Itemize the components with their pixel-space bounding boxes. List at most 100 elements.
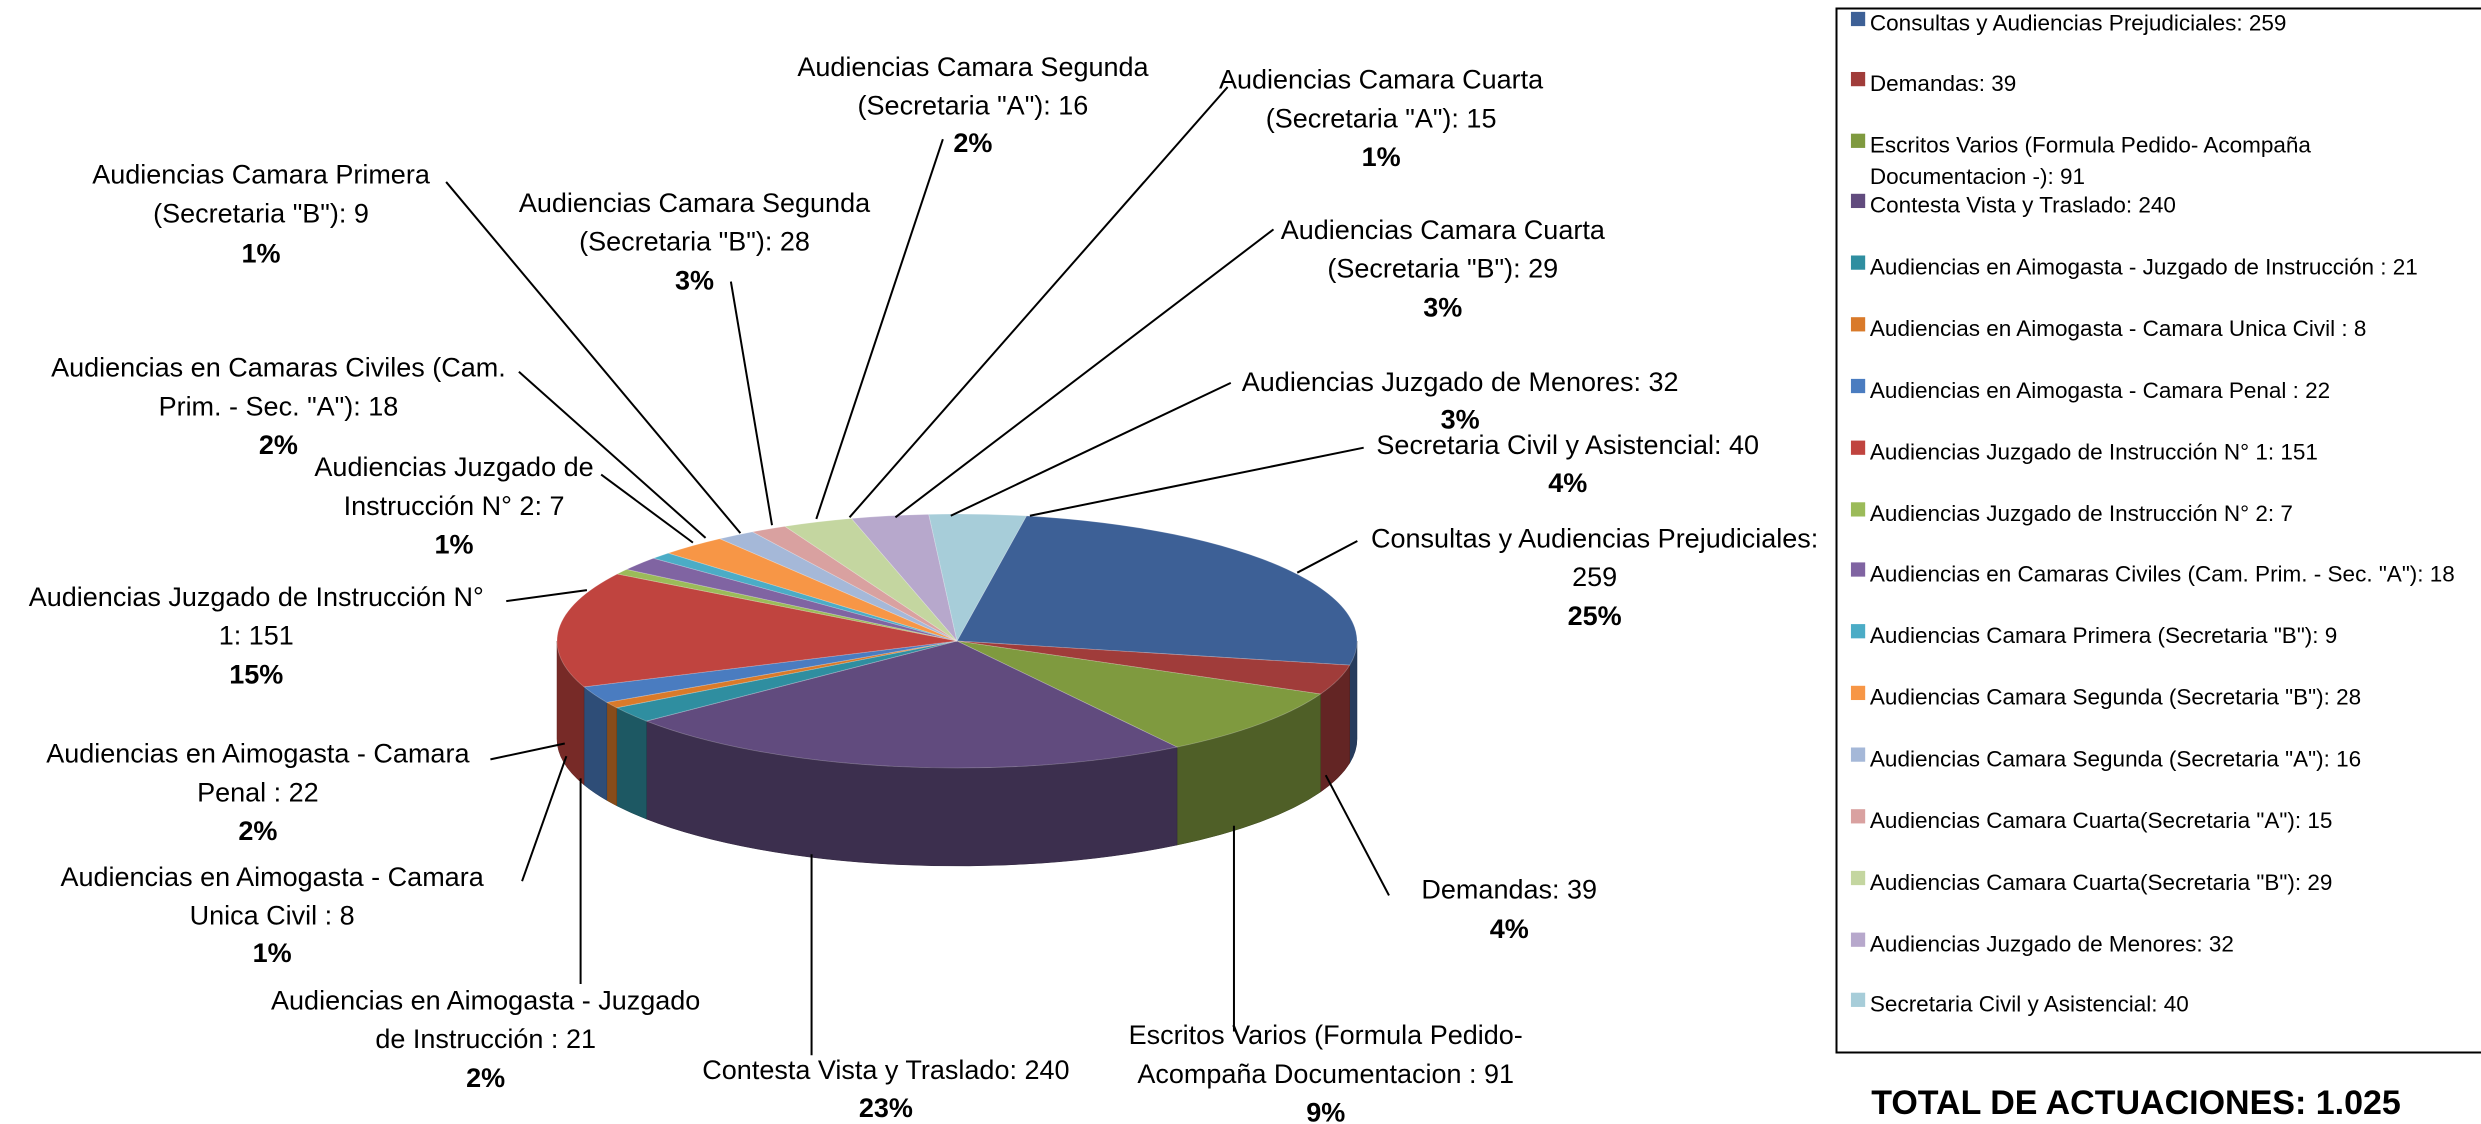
legend-swatch <box>1850 870 1866 886</box>
percent-label: 3% <box>1423 292 1462 322</box>
leader-line <box>521 755 568 882</box>
percent-label: 4% <box>1548 468 1587 498</box>
slice-label: Audiencias Camara Primera <box>92 160 431 190</box>
slice-label: Prim. - Sec. "A"): 18 <box>159 391 399 421</box>
slice-label: Audiencias Camara Cuarta <box>1281 215 1606 245</box>
slice <box>956 515 1358 666</box>
percent-label: 1% <box>253 938 292 968</box>
slice-label: Audiencias en Aimogasta - Camara <box>46 739 470 769</box>
slice <box>615 640 958 722</box>
slice-label: Consultas y Audiencias Prejudiciales: <box>1371 523 1818 553</box>
legend-label: Audiencias en Aimogasta - Camara Unica C… <box>1870 316 2366 341</box>
slice-label: Audiencias en Camaras Civiles (Cam. <box>51 353 506 383</box>
leader-line <box>1324 774 1390 896</box>
slice-label: Acompaña Documentacion : 91 <box>1137 1059 1514 1089</box>
slice-label: (Secretaria "A"): 15 <box>1266 103 1497 133</box>
percent-label: 3% <box>1441 405 1480 435</box>
leader-line <box>1029 446 1364 517</box>
legend-swatch <box>1850 440 1866 455</box>
slice-label: Audiencias Camara Segunda <box>797 52 1149 82</box>
slice-label: Instrucción N° 2: 7 <box>344 491 565 521</box>
percent-label: 23% <box>859 1093 913 1123</box>
slice-side <box>606 701 617 807</box>
slice <box>956 640 1351 695</box>
percent-label: 9% <box>1306 1098 1345 1124</box>
slice-labels: Consultas y Audiencias Prejudiciales: 259… <box>29 52 1819 1124</box>
slice <box>956 640 1322 748</box>
legend-label: Audiencias Camara Segunda (Secretaria "B… <box>1870 685 2361 710</box>
legend-label: Contesta Vista y Traslado: 240 <box>1870 193 2176 218</box>
leader-line <box>506 589 588 603</box>
slice <box>751 525 958 642</box>
legend-swatch <box>1850 809 1866 824</box>
slice <box>645 640 1179 769</box>
leader-line <box>1296 540 1358 574</box>
slice-label: (Secretaria "B"): 29 <box>1327 254 1558 284</box>
leader-line <box>950 381 1232 517</box>
slice-label: Demandas: 39 <box>1421 875 1597 905</box>
percent-label: 15% <box>229 659 283 689</box>
legend-label: Audiencias en Aimogasta - Camara Penal :… <box>1870 378 2330 403</box>
legend-swatch <box>1850 562 1866 577</box>
slice-label: Audiencias Juzgado de <box>314 452 593 482</box>
percent-label: 25% <box>1568 601 1622 631</box>
slice-label: Secretaria Civil y Asistencial: 40 <box>1376 430 1759 460</box>
slice <box>666 538 958 642</box>
slice-label: Penal : 22 <box>197 777 319 807</box>
legend-swatch <box>1850 502 1866 517</box>
legend-box <box>1835 7 2481 1054</box>
leader-line <box>445 181 742 534</box>
leader-line <box>894 228 1275 519</box>
slice-label: Audiencias en Aimogasta - Camara <box>60 862 484 892</box>
slice <box>583 640 958 703</box>
leader-line <box>729 281 774 526</box>
legend-label: Audiencias en Camaras Civiles (Cam. Prim… <box>1870 561 2455 586</box>
slice <box>625 557 958 642</box>
slice <box>718 531 958 642</box>
slice <box>605 640 958 709</box>
percent-label: 4% <box>1490 914 1529 944</box>
slice <box>783 518 958 642</box>
legend-swatch <box>1850 747 1866 762</box>
legend-swatch <box>1850 685 1866 701</box>
legend-label: Documentacion -): 91 <box>1870 164 2085 189</box>
legend-label: Audiencias Juzgado de Instrucción N° 2: … <box>1870 501 2293 526</box>
slice-label: Escritos Varios (Formula Pedido- <box>1129 1020 1523 1050</box>
slice <box>850 513 958 642</box>
legend-label: Audiencias Camara Primera (Secretaria "B… <box>1870 623 2337 648</box>
slice-label: (Secretaria "B"): 28 <box>579 227 810 257</box>
legend-label: Audiencias Camara Segunda (Secretaria "A… <box>1870 746 2361 771</box>
slice-label: 1: 151 <box>219 621 294 651</box>
slice-label: Audiencias en Aimogasta - Juzgado <box>271 985 700 1015</box>
legend-label: Audiencias Juzgado de Menores: 32 <box>1870 931 2234 956</box>
legend-swatch <box>1850 378 1866 394</box>
slice-label: Audiencias Juzgado de Menores: 32 <box>1242 367 1679 397</box>
slice-label: de Instrucción : 21 <box>375 1024 596 1054</box>
percent-label: 2% <box>238 816 277 846</box>
legend-label: Audiencias Camara Cuarta(Secretaria "A")… <box>1870 808 2332 833</box>
percent-label: 3% <box>675 266 714 296</box>
legend-swatch <box>1850 317 1866 332</box>
slice-label: Audiencias Juzgado de Instrucción N° <box>29 582 484 612</box>
slice-label: (Secretaria "A"): 16 <box>858 91 1089 121</box>
legend-swatch <box>1850 992 1866 1007</box>
slice-label: (Secretaria "B"): 9 <box>153 198 369 228</box>
legend-label: Escritos Varios (Formula Pedido- Acompañ… <box>1870 133 2311 158</box>
slice <box>652 552 958 642</box>
legend-label: Demandas: 39 <box>1870 71 2016 96</box>
leader-line <box>490 742 565 761</box>
legend-swatch <box>1850 193 1866 209</box>
slice-side <box>616 707 647 820</box>
legend-label: Consultas y Audiencias Prejudiciales: 25… <box>1870 11 2286 36</box>
legend-swatch <box>1850 255 1866 270</box>
leader-line <box>600 473 694 544</box>
legend-swatch <box>1850 624 1866 639</box>
legend-label: Secretaria Civil y Asistencial: 40 <box>1870 992 2189 1017</box>
slice-label: 259 <box>1572 562 1617 592</box>
legend-swatch <box>1850 932 1866 947</box>
legend-swatch <box>1850 11 1866 27</box>
leader-line <box>815 138 944 520</box>
legend-label: Audiencias en Aimogasta - Juzgado de Ins… <box>1870 254 2418 279</box>
slice-label: Audiencias Camara Segunda <box>519 188 871 218</box>
